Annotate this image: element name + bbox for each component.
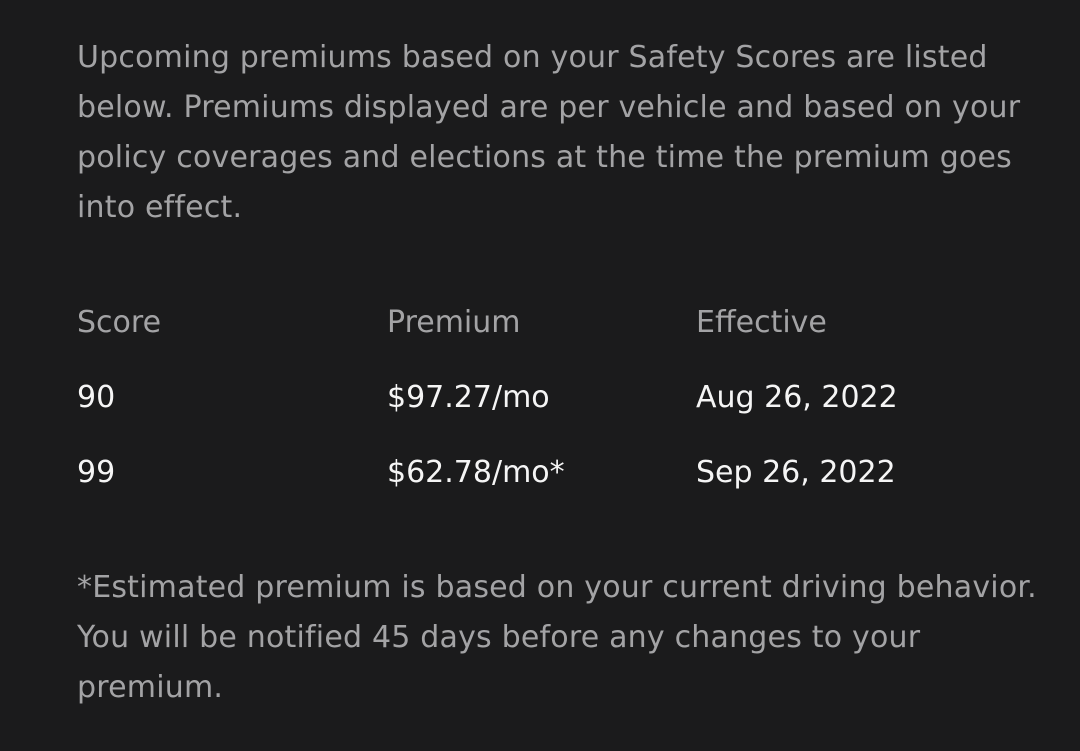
intro-text: Upcoming premiums based on your Safety S… — [77, 40, 1021, 225]
score-cell: 99 — [77, 455, 116, 490]
footnote-text: *Estimated premium is based on your curr… — [77, 570, 1037, 705]
table-header: Score Premium Effective — [77, 298, 1057, 348]
premium-cell: $62.78/mo* — [387, 455, 565, 490]
effective-cell: Sep 26, 2022 — [696, 455, 896, 490]
header-premium: Premium — [387, 305, 521, 340]
effective-cell: Aug 26, 2022 — [696, 380, 898, 415]
header-score: Score — [77, 305, 162, 340]
premium-cell: $97.27/mo — [387, 380, 550, 415]
table-row: 99 $62.78/mo* Sep 26, 2022 — [77, 448, 1057, 498]
header-effective: Effective — [696, 305, 827, 340]
score-cell: 90 — [77, 380, 116, 415]
table-row: 90 $97.27/mo Aug 26, 2022 — [77, 373, 1057, 423]
